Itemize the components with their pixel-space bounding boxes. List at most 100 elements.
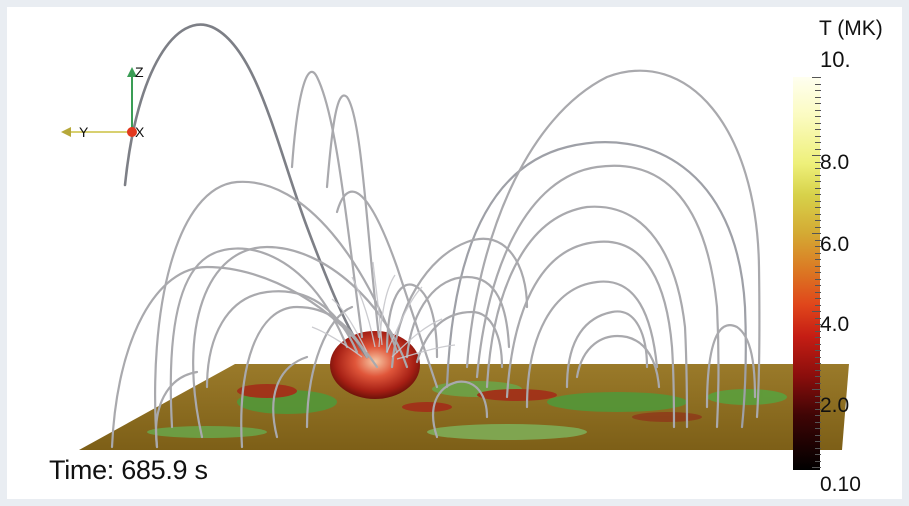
colorbar-minor-tick: [815, 129, 821, 130]
field-line: [445, 141, 747, 429]
colorbar-minor-tick: [815, 226, 821, 228]
colorbar-minor-tick: [815, 194, 821, 195]
z-axis-label: Z: [135, 64, 144, 80]
field-line: [123, 23, 369, 359]
colorbar-minor-tick: [812, 311, 821, 312]
colorbar-minor-tick: [815, 454, 821, 455]
x-axis-label: X: [135, 124, 145, 140]
axes-triad: Z Y X: [61, 64, 145, 140]
scene-canvas: Z Y X: [61, 23, 849, 450]
field-line: [565, 310, 649, 389]
colorbar-minor-tick: [815, 187, 821, 189]
colorbar-tick-label: 8.0: [820, 151, 850, 174]
tuft-line: [378, 274, 396, 348]
colorbar-minor-tick: [815, 285, 821, 286]
colorbar-minor-tick: [815, 161, 821, 163]
colorbar-minor-tick: [815, 428, 821, 429]
field-line: [485, 205, 689, 429]
colorbar-minor-tick: [815, 96, 821, 98]
z-axis-arrow: [127, 67, 137, 77]
colorbar-minor-tick: [815, 317, 821, 319]
colorbar-tick-label: 2.0: [820, 394, 850, 417]
colorbar-minor-tick: [815, 220, 821, 221]
field-line: [432, 380, 489, 439]
colorbar-minor-tick: [815, 402, 821, 403]
field-line: [290, 70, 364, 339]
colorbar-minor-tick: [815, 415, 821, 416]
field-line: [505, 240, 676, 429]
colorbar-minor-tick: [815, 135, 821, 137]
colorbar-minor-tick: [815, 421, 821, 423]
colorbar-tick-label: 6.0: [820, 233, 850, 256]
colorbar-minor-tick: [815, 181, 821, 182]
colorbar-minor-tick: [812, 389, 821, 390]
colorbar-minor-tick: [815, 330, 821, 332]
colorbar-minor-tick: [815, 291, 821, 293]
tuft-line: [386, 286, 423, 353]
field-line: [335, 190, 439, 389]
colorbar-minor-tick: [815, 168, 821, 169]
colorbar-minor-tick: [815, 395, 821, 397]
field-line-tuft: [311, 261, 456, 360]
field-line: [415, 310, 504, 369]
colorbar-minor-tick: [815, 298, 821, 299]
time-label: Time: 685.9 s: [49, 455, 208, 485]
colorbar-minor-tick: [815, 109, 821, 111]
colorbar-minor-tick: [815, 460, 821, 462]
field-line: [272, 355, 309, 439]
field-line: [465, 69, 761, 419]
colorbar-minor-tick: [815, 278, 821, 280]
field-line: [205, 290, 359, 389]
colorbar-minor-tick: [815, 213, 821, 215]
colorbar-minor-tick: [815, 239, 821, 241]
colorbar-minor-tick: [815, 408, 821, 410]
colorbar-minor-tick: [815, 200, 821, 202]
colorbar-minor-tick: [815, 142, 821, 143]
y-axis-arrow: [61, 127, 71, 137]
field-line: [169, 247, 349, 429]
colorbar-minor-tick: [815, 363, 821, 364]
colorbar-minor-tick: [815, 174, 821, 176]
field-line: [405, 275, 511, 359]
field-line: [192, 245, 409, 439]
colorbar-tick-label: 4.0: [820, 313, 850, 336]
field-line: [525, 280, 659, 409]
colorbar-minor-tick: [815, 356, 821, 358]
colorbar-minor-tick: [815, 207, 821, 208]
colorbar-title: T (MK): [819, 17, 883, 40]
colorbar-minor-tick: [815, 252, 821, 254]
field-line: [240, 305, 369, 449]
colorbar-minor-tick: [815, 343, 821, 345]
colorbar-minor-tick: [815, 376, 821, 377]
field-line: [385, 283, 439, 359]
colorbar-minor-tick: [812, 155, 821, 156]
colorbar-minor-tick: [815, 324, 821, 325]
colorbar-minor-tick: [815, 434, 821, 436]
field-line: [154, 180, 399, 449]
colorbar-minor-tick: [815, 259, 821, 260]
colorbar-minor-tick: [812, 233, 821, 234]
field-line: [155, 370, 199, 449]
tuft-line: [391, 318, 443, 358]
magnetic-field-lines: [110, 23, 761, 449]
colorbar-minor-tick: [815, 304, 821, 306]
colorbar-minor-tick: [815, 90, 821, 91]
colorbar-minor-tick: [815, 382, 821, 384]
colorbar-minor-tick: [815, 337, 821, 338]
tuft-line: [396, 344, 456, 360]
y-axis-label: Y: [79, 124, 89, 140]
field-line: [705, 324, 757, 409]
colorbar-minor-tick: [815, 369, 821, 371]
field-line: [475, 164, 720, 429]
colorbar-minor-tick: [815, 246, 821, 247]
colorbar-tick-label: 0.10: [820, 473, 861, 496]
colorbar-minor-tick: [815, 350, 821, 351]
surface-patches: [147, 381, 787, 440]
colorbar-minor-tick: [815, 265, 821, 267]
colorbar-minor-tick: [815, 148, 821, 150]
colorbar-minor-tick: [812, 467, 821, 468]
tuft-line: [351, 276, 376, 348]
colorbar-minor-tick: [815, 441, 821, 442]
colorbar-minor-tick: [815, 103, 821, 104]
visualization-frame: Z Y X Time: 685.9 s T (MK) 10. 8.0 6.0 4…: [7, 7, 902, 499]
